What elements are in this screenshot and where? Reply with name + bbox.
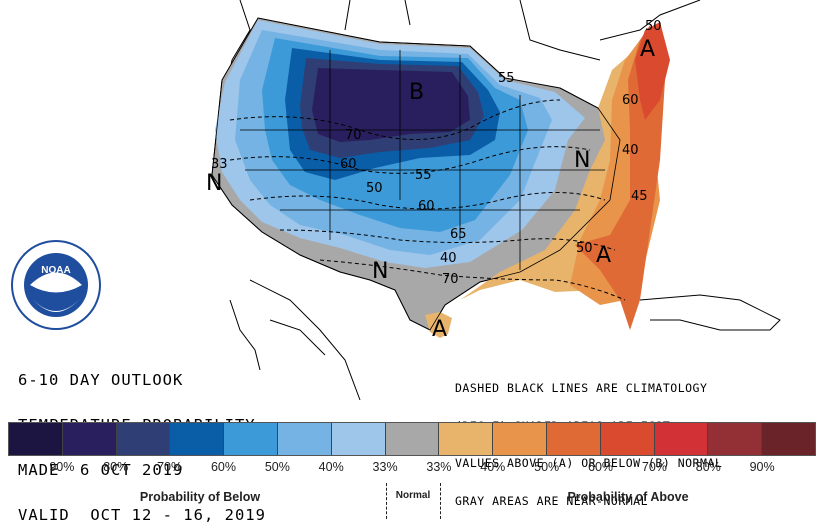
title-line: MADE 6 OCT 2019 (18, 461, 184, 479)
legend-tick-label: 80% (695, 460, 721, 474)
contour-label: 50 (645, 19, 662, 34)
legend-tick-label: 33% (426, 460, 452, 474)
legend-swatch (762, 423, 815, 455)
contour-label: 55 (498, 71, 515, 86)
legend-swatch (546, 423, 601, 455)
legend-tick-label: 50% (264, 460, 290, 474)
legend-tick-label: 50% (534, 460, 560, 474)
legend-swatch (170, 423, 225, 455)
contour-label: 50 (366, 181, 383, 196)
legend-caption-normal: Normal (395, 490, 431, 501)
legend-tick-label: 80% (103, 460, 129, 474)
map-letter-above-southeast: A (596, 243, 611, 268)
map-letter-near-normal-east: N (574, 148, 590, 173)
map-letter-near-normal-south: N (372, 259, 388, 284)
note-line: DASHED BLACK LINES ARE CLIMATOLOGY (455, 381, 708, 395)
probability-color-legend (8, 422, 816, 456)
legend-swatch (277, 423, 332, 455)
state-borders (211, 17, 621, 331)
contour-label: 40 (622, 143, 639, 158)
map-letter-above-texas: A (432, 317, 447, 342)
legend-swatch (224, 423, 278, 455)
noaa-logo: NOAA (11, 240, 101, 330)
above-60-region (635, 22, 670, 120)
map-letter-below: B (409, 80, 424, 105)
noaa-logo-text: NOAA (41, 265, 70, 276)
contour-label: 65 (450, 227, 467, 242)
contour-label: 70 (442, 272, 459, 287)
temperature-probability-map: B A A A N N N 50 70 60 50 55 60 40 55 65… (11, 0, 781, 401)
legend-tick-label: 60% (210, 460, 236, 474)
legend-caption-above: Probability of Above (567, 490, 689, 504)
legend-swatch (116, 423, 171, 455)
contour-label: 60 (340, 157, 357, 172)
legend-swatch (600, 423, 655, 455)
contour-label: 50 (576, 241, 593, 256)
legend-tick-label: 40% (318, 460, 344, 474)
map-letter-near-normal-west: N (206, 171, 222, 196)
legend-swatch (385, 423, 440, 455)
legend-swatch (439, 423, 494, 455)
legend-caption-below: Probability of Below (139, 490, 261, 504)
legend-tick-label: 33% (372, 460, 398, 474)
title-line: VALID OCT 12 - 16, 2019 (18, 506, 266, 524)
legend-tick-label: 90% (749, 460, 775, 474)
climatology-contours (229, 99, 626, 301)
contour-label: 40 (440, 251, 457, 266)
title-line: 6-10 DAY OUTLOOK (18, 371, 184, 389)
contour-label: 55 (415, 168, 432, 183)
contour-label: 60 (622, 93, 639, 108)
legend-swatch (331, 423, 386, 455)
contour-value-labels: 50 70 60 50 55 60 40 55 65 70 33 60 40 5… (211, 19, 662, 287)
contour-label: 33 (211, 157, 228, 172)
map-letter-above-northeast: A (640, 37, 655, 62)
legend-swatch (9, 423, 63, 455)
legend-tick-label: 70% (157, 460, 183, 474)
note-line: VALUES ABOVE (A) OR BELOW (B) NORMAL (455, 456, 723, 470)
note-line: GRAY AREAS ARE NEAR-NORMAL (455, 493, 649, 508)
legend-tick-label: 40% (480, 460, 506, 474)
legend-swatch (654, 423, 709, 455)
contour-label: 70 (345, 128, 362, 143)
legend-swatch (62, 423, 117, 455)
legend-tick-label: 70% (641, 460, 667, 474)
legend-divider-left (386, 483, 387, 519)
legend-swatch (493, 423, 547, 455)
contour-label: 60 (418, 199, 435, 214)
legend-divider-right (440, 483, 441, 519)
legend-tick-label: 90% (49, 460, 75, 474)
above-texas-region (425, 312, 452, 338)
below-80-region (312, 68, 470, 142)
contour-label: 45 (631, 189, 648, 204)
legend-tick-label: 60% (588, 460, 614, 474)
border-outlines (225, 0, 781, 401)
legend-swatch (708, 423, 763, 455)
